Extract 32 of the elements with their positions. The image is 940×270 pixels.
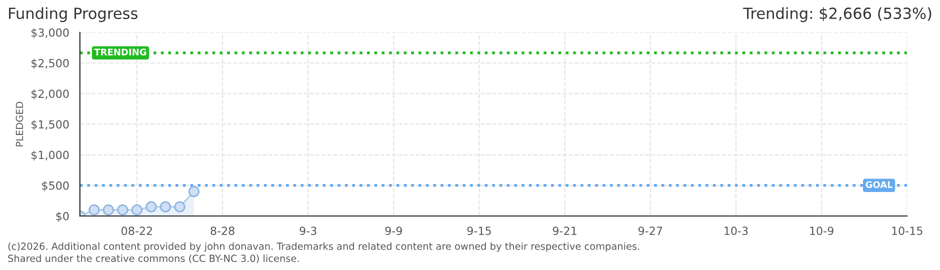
x-tick-label: 9-9	[385, 226, 402, 236]
point	[160, 201, 172, 212]
y-tick-label: $0	[56, 212, 69, 222]
x-tick-label: 9-21	[552, 226, 576, 236]
ref-line-label: GOAL	[866, 181, 893, 188]
x-tick-label: 9-15	[467, 226, 491, 236]
x-tick-label: 10-9	[810, 226, 834, 236]
y-tick-label: $2,000	[32, 89, 69, 100]
x-tick-label: 10-3	[724, 226, 748, 236]
point	[174, 201, 186, 212]
text: Shared under the creative commons (CC BY-NC 3.0) license.	[8, 254, 299, 264]
y-tick-label: $1,000	[32, 150, 69, 161]
y-tick-label: $1,500	[32, 120, 69, 130]
point	[146, 201, 157, 212]
ref-line-label: TRENDING	[94, 48, 146, 56]
text: Trending: $2,666 (533%)	[743, 7, 932, 22]
point	[131, 204, 143, 216]
point	[102, 204, 114, 216]
y-axis-title: PLEDGED	[16, 102, 24, 146]
chart-title: Funding Progress	[9, 7, 138, 22]
x-tick-label: 8-28	[210, 226, 234, 236]
y-tick-label: $500	[42, 181, 69, 192]
point	[188, 186, 200, 198]
y-tick-label: $3,000	[32, 28, 69, 38]
point	[88, 204, 100, 216]
x-tick-label: 10-15	[892, 226, 922, 236]
text: (c)2026. Additional content provided by john donavan. Trademarks and related content are owned by their respective companies.	[8, 242, 640, 252]
y-tick-label: $2,500	[32, 58, 69, 69]
x-tick-label: 08-22	[122, 226, 152, 236]
x-tick-label: 9-27	[638, 226, 662, 236]
point	[117, 204, 128, 216]
x-tick-label: 9-3	[300, 226, 316, 236]
